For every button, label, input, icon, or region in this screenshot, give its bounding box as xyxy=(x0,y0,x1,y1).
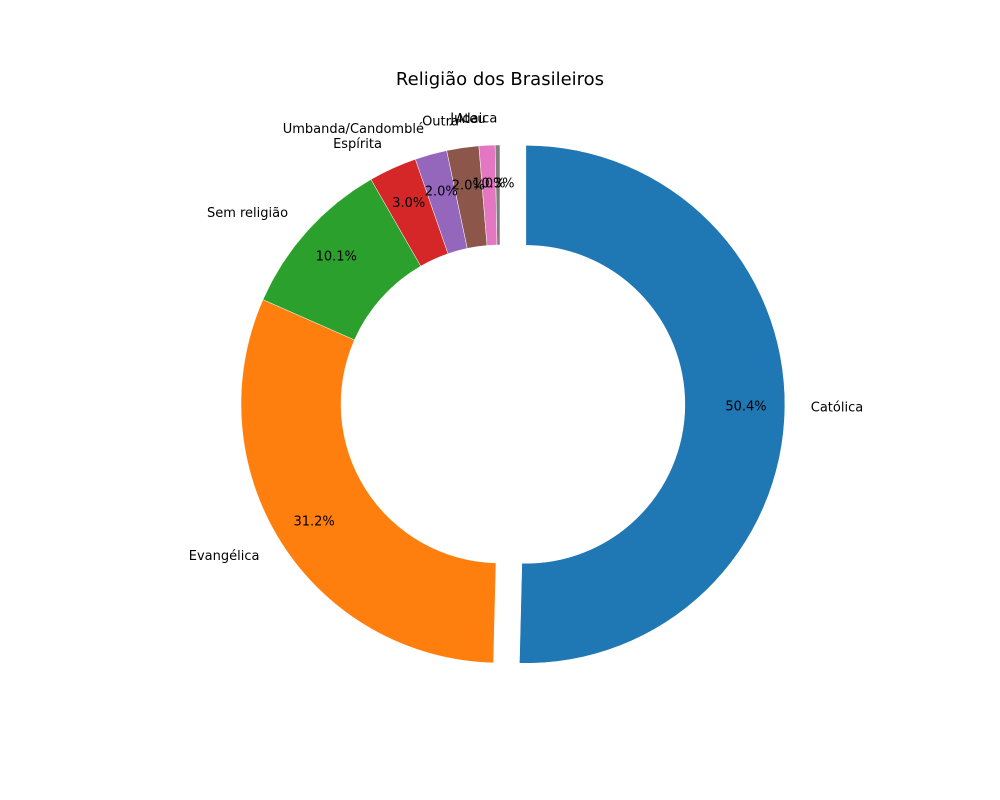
slice-percent-label: 1.0% xyxy=(472,177,505,192)
slice-label: Católica xyxy=(811,400,863,415)
slice-percent-label: 31.2% xyxy=(293,514,334,529)
slice-label: Espírita xyxy=(333,137,382,152)
slice-percent-label: 3.0% xyxy=(392,196,425,211)
slice-percent-label: 2.0% xyxy=(452,179,485,194)
slice-evang-lica xyxy=(240,299,497,664)
slice-percent-label: 50.4% xyxy=(725,400,766,415)
slice-label: Evangélica xyxy=(189,549,260,564)
slice-cat-lica xyxy=(519,145,786,664)
slice-percent-label: 10.1% xyxy=(316,249,357,264)
slice-label: Outra xyxy=(422,115,459,130)
slice-label: Sem religião xyxy=(207,206,288,221)
slice-percent-label: 2.0% xyxy=(425,184,458,199)
slice-judaica xyxy=(494,144,501,246)
slice-label: Ateu xyxy=(456,112,486,127)
slice-label: Umbanda/Candomblé xyxy=(283,122,424,137)
chart-title: Religião dos Brasileiros xyxy=(395,69,605,90)
slice-label: Judaica xyxy=(449,112,497,127)
slice-percent-label: 0.3% xyxy=(481,176,514,191)
